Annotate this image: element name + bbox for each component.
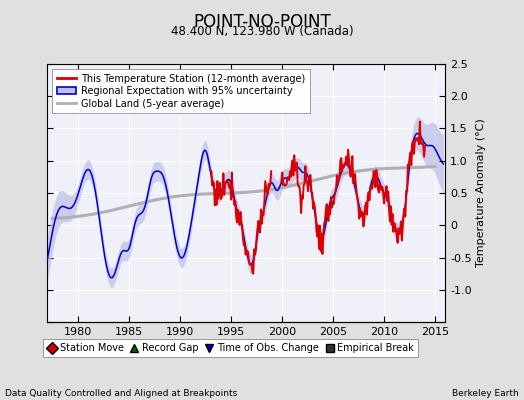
Text: Berkeley Earth: Berkeley Earth [452, 389, 519, 398]
Text: Data Quality Controlled and Aligned at Breakpoints: Data Quality Controlled and Aligned at B… [5, 389, 237, 398]
Legend: Station Move, Record Gap, Time of Obs. Change, Empirical Break: Station Move, Record Gap, Time of Obs. C… [43, 339, 418, 357]
Y-axis label: Temperature Anomaly (°C): Temperature Anomaly (°C) [476, 119, 486, 267]
Text: 48.400 N, 123.980 W (Canada): 48.400 N, 123.980 W (Canada) [171, 25, 353, 38]
Legend: This Temperature Station (12-month average), Regional Expectation with 95% uncer: This Temperature Station (12-month avera… [52, 69, 310, 114]
Text: POINT-NO-POINT: POINT-NO-POINT [193, 13, 331, 31]
